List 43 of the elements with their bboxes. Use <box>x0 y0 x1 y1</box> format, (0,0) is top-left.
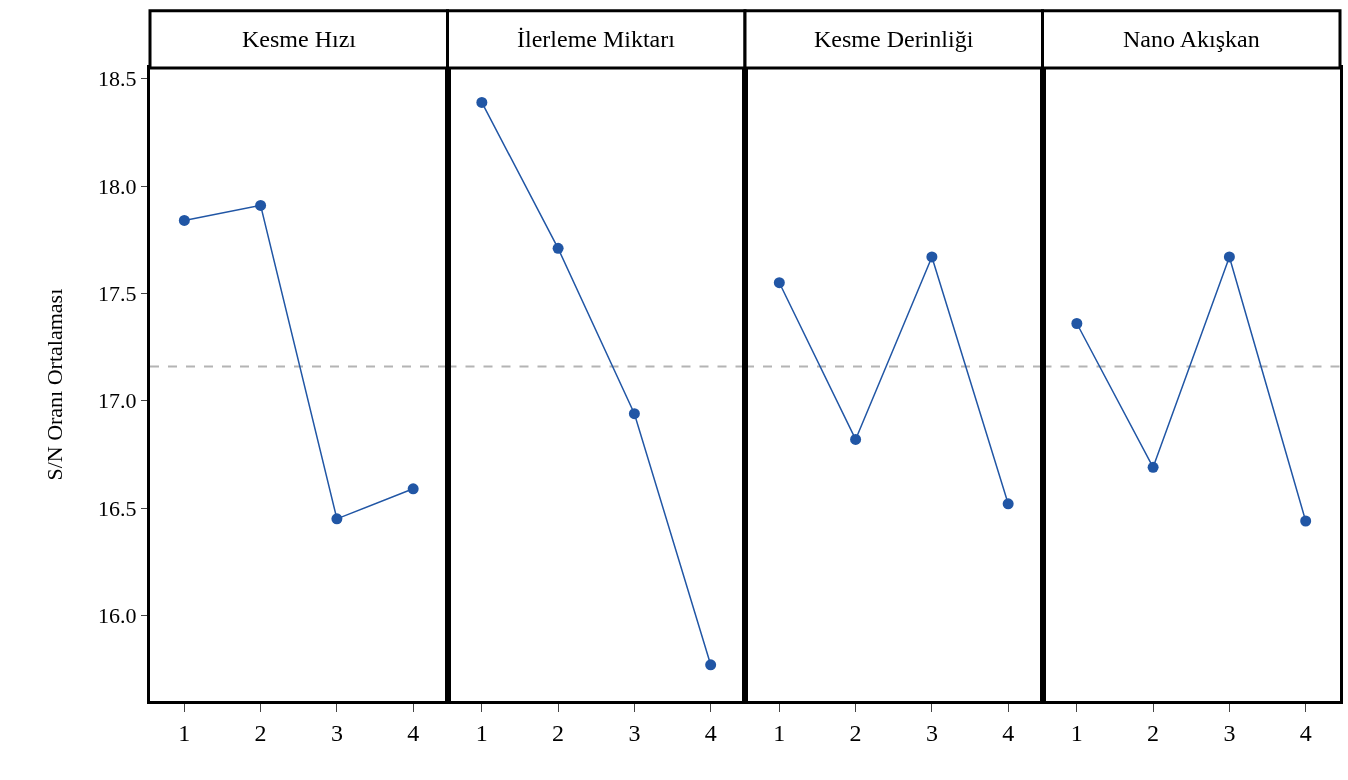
x-tick-label: 1 <box>773 720 786 747</box>
point <box>628 408 640 420</box>
point <box>773 277 785 289</box>
y-tick-label: 18.0 <box>98 173 137 199</box>
x-tick-label: 1 <box>475 720 488 747</box>
y-tick-label: 17.5 <box>98 281 137 307</box>
x-tick-label: 3 <box>925 720 938 747</box>
x-tick-label: 4 <box>704 720 717 747</box>
point <box>476 96 488 108</box>
point <box>705 659 717 671</box>
point <box>178 214 190 226</box>
x-tick-label: 1 <box>178 720 191 747</box>
chart-title: Kesme Derinliği <box>814 26 974 52</box>
point <box>1071 318 1083 329</box>
x-tick-label: 4 <box>407 720 420 747</box>
point <box>407 483 419 495</box>
x-tick-label: 1 <box>1070 720 1083 747</box>
point <box>850 433 862 445</box>
point <box>331 513 343 525</box>
x-tick-label: 3 <box>1223 720 1236 747</box>
point <box>1300 515 1312 527</box>
x-tick-label: 3 <box>330 720 343 747</box>
y-tick-label: 17.0 <box>98 388 137 414</box>
point <box>1223 251 1235 263</box>
chart-title: İlerleme Miktarı <box>517 26 676 52</box>
y-tick-label: 18.5 <box>98 66 137 92</box>
x-tick-label: 2 <box>849 720 862 747</box>
point <box>1002 498 1014 510</box>
point <box>926 251 938 263</box>
point <box>552 242 564 254</box>
y-axis-title: S/N Oranı Ortalaması <box>41 288 67 481</box>
chart-title: Nano Akışkan <box>1123 26 1260 52</box>
x-tick-label: 2 <box>1147 720 1160 747</box>
chart-title: Kesme Hızı <box>242 26 357 52</box>
x-tick-label: 2 <box>254 720 267 747</box>
y-tick-label: 16.0 <box>98 603 137 629</box>
x-tick-label: 2 <box>552 720 565 747</box>
point <box>1147 461 1159 473</box>
x-tick-label: 3 <box>628 720 641 747</box>
x-tick-label: 4 <box>1002 720 1015 747</box>
point <box>255 199 267 211</box>
y-tick-label: 16.5 <box>98 495 137 521</box>
x-tick-label: 4 <box>1299 720 1312 747</box>
